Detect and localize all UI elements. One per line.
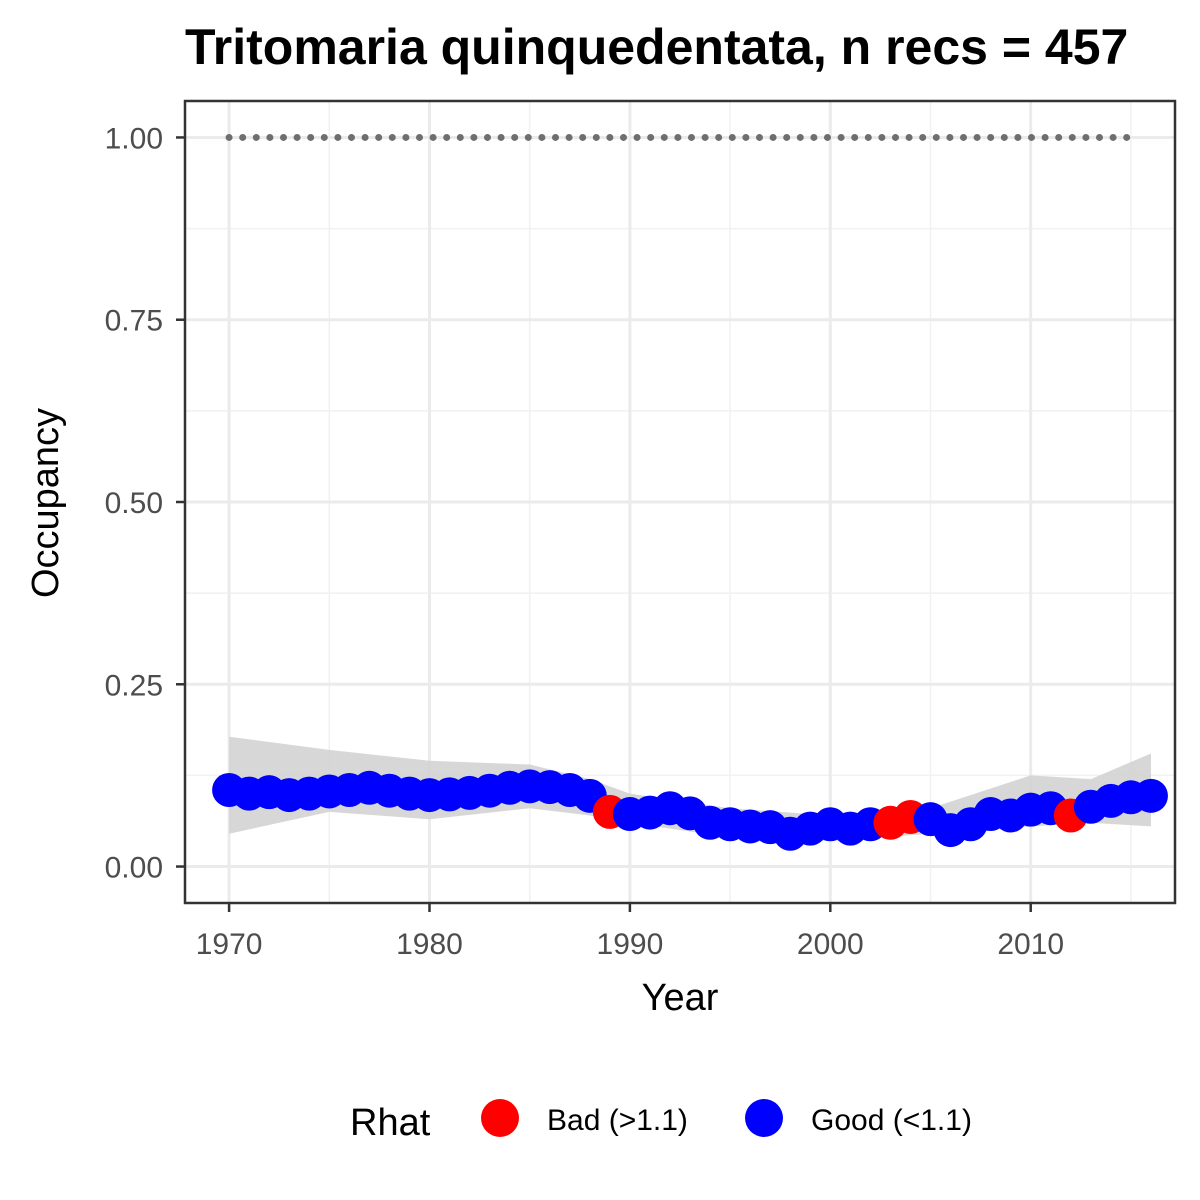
legend-key-bad [481, 1099, 519, 1137]
chart-title: Tritomaria quinquedentata, n recs = 457 [185, 19, 1128, 75]
x-tick-label: 1970 [196, 928, 263, 961]
legend-label-good: Good (<1.1) [811, 1104, 972, 1137]
data-points-layer [212, 769, 1168, 851]
x-tick-label: 2000 [797, 928, 864, 961]
y-tick-label: 0.00 [105, 852, 163, 885]
y-tick-label: 0.25 [105, 669, 163, 702]
legend-label-bad: Bad (>1.1) [547, 1104, 688, 1137]
x-tick-label: 2010 [997, 928, 1064, 961]
legend: Rhat Bad (>1.1) Good (<1.1) [350, 1099, 972, 1144]
y-tick-label: 1.00 [105, 122, 163, 155]
legend-key-good [745, 1099, 783, 1137]
y-tick-label: 0.75 [105, 305, 163, 338]
data-point-good [1133, 778, 1168, 813]
y-axis-title: Occupancy [25, 408, 67, 598]
x-tick-label: 1980 [396, 928, 463, 961]
axes-layer: 1970 1980 1990 2000 2010 0.00 0.25 0.50 0.75 1.00 [105, 99, 1177, 961]
legend-title: Rhat [350, 1102, 431, 1144]
x-tick-label: 1990 [597, 928, 664, 961]
x-axis-title: Year [642, 977, 719, 1019]
y-tick-label: 0.50 [105, 487, 163, 520]
